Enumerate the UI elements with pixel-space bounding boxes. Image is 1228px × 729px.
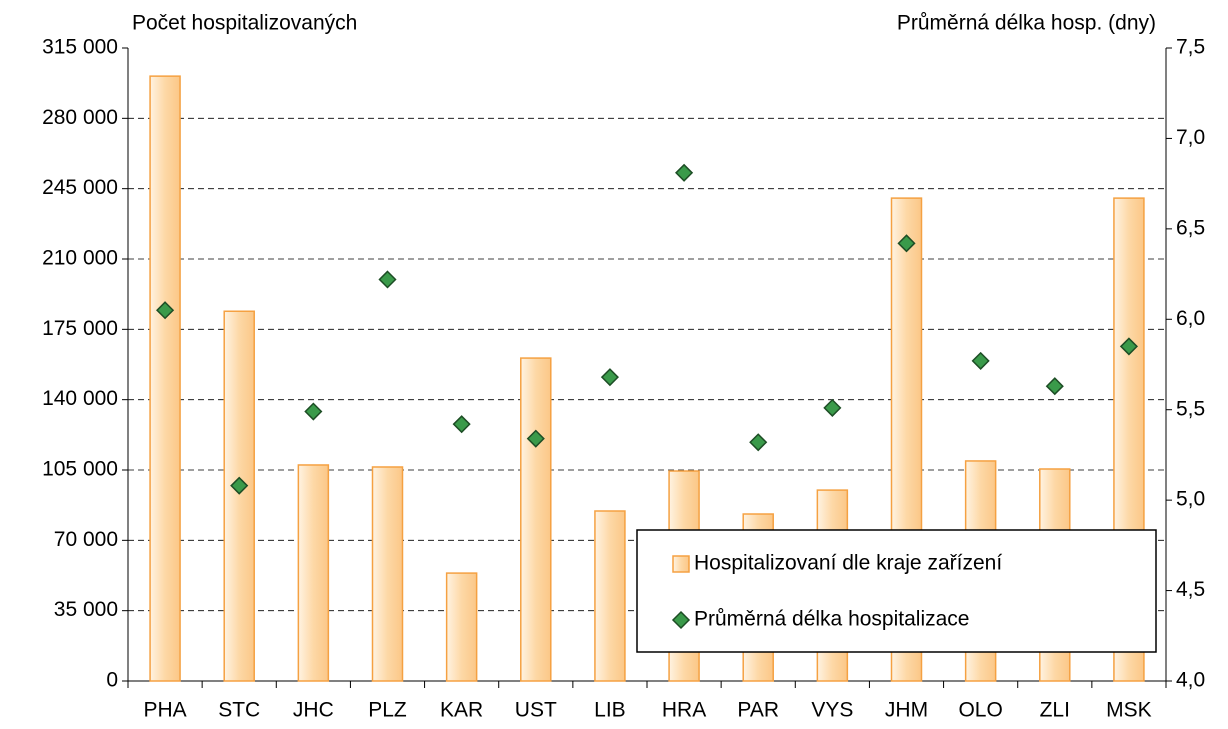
y-tick-label: 315 000 [42,36,118,59]
bar [297,464,330,682]
y2-tick-label: 7,5 [1176,36,1205,59]
point [675,163,694,182]
y-tick-label: 175 000 [42,317,118,340]
point [600,368,619,387]
point [1119,337,1138,356]
legend-swatch [671,610,691,630]
y-tick-label: 140 000 [42,387,118,410]
point [452,415,471,434]
point [230,476,249,495]
legend-label: Průměrná délka hospitalizace [694,608,969,631]
x-tick-label: JHM [885,699,928,722]
x-tick-label: PAR [737,699,779,722]
point [1045,377,1064,396]
bar [520,357,552,682]
y2-axis-label: Průměrná délka hosp. (dny) [897,12,1156,35]
bar [149,75,181,682]
y-tick-label: 70 000 [54,528,118,551]
bar [223,310,255,682]
point [971,351,990,370]
x-tick-label: JHC [293,699,334,722]
x-tick-label: HRA [662,699,706,722]
y2-tick-label: 6,0 [1176,307,1205,330]
point [897,234,916,253]
y2-tick-label: 4,0 [1176,669,1205,692]
y2-tick-label: 5,0 [1176,488,1205,511]
x-tick-label: UST [515,699,557,722]
y2-tick-label: 7,0 [1176,126,1205,149]
point [156,301,175,320]
y-tick-label: 0 [106,669,118,692]
x-tick-label: ZLI [1040,699,1070,722]
y-tick-label: 245 000 [42,176,118,199]
legend [636,529,1157,653]
x-tick-label: PHA [143,699,186,722]
bar [371,466,404,682]
y2-tick-label: 5,5 [1176,397,1205,420]
x-tick-label: KAR [440,699,483,722]
x-tick-label: MSK [1106,699,1152,722]
x-tick-label: STC [218,699,260,722]
point [749,433,768,452]
y-tick-label: 35 000 [54,598,118,621]
legend-swatch [672,555,690,573]
y-tick-label: 280 000 [42,106,118,129]
point [823,398,842,417]
y2-tick-label: 4,5 [1176,578,1205,601]
x-tick-label: OLO [958,699,1002,722]
x-tick-label: VYS [811,699,853,722]
legend-label: Hospitalizovaní dle kraje zařízení [694,552,1002,575]
point [378,270,397,289]
y-tick-label: 105 000 [42,458,118,481]
point [304,402,323,421]
point [526,429,545,448]
x-tick-label: PLZ [368,699,407,722]
y-axis-label: Počet hospitalizovaných [132,12,357,35]
x-tick-label: LIB [594,699,626,722]
y-tick-label: 210 000 [42,247,118,270]
y2-tick-label: 6,5 [1176,216,1205,239]
bar [445,572,478,682]
bar [594,510,626,682]
